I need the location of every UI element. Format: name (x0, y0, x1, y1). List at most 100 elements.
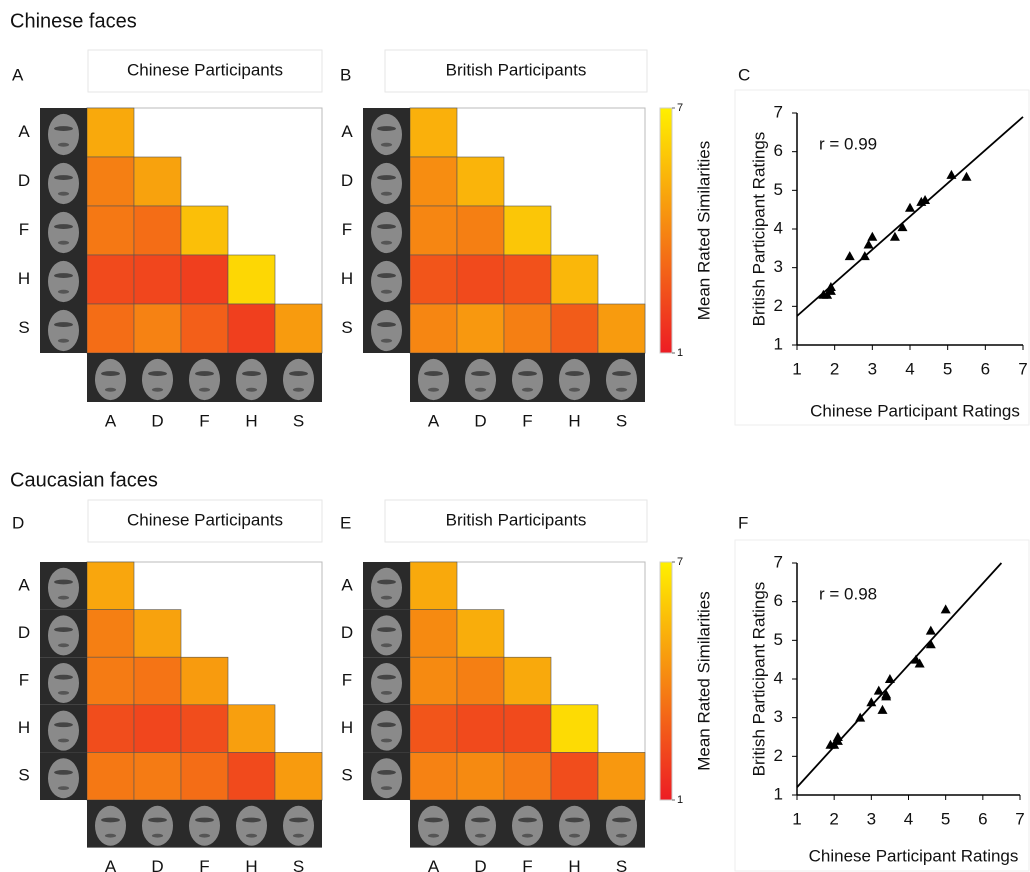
face-photo (142, 359, 173, 400)
panel-letter: D (12, 513, 24, 532)
face-photo (48, 212, 79, 253)
y-tick-label: 2 (774, 746, 783, 765)
y-tick-label: 4 (774, 668, 783, 687)
face-photo (189, 359, 220, 400)
panel-letter: E (340, 513, 351, 532)
face-photo (465, 806, 496, 846)
row-label: D (341, 623, 353, 642)
face-feature (616, 834, 627, 838)
data-point (946, 170, 956, 179)
row-label: F (342, 670, 352, 689)
face-feature (58, 143, 69, 147)
face-photo (371, 114, 402, 155)
colorbar-tick-label: 7 (677, 102, 683, 114)
face-feature (54, 175, 73, 180)
data-point (874, 686, 884, 695)
row-label: A (18, 122, 30, 141)
panel-title: Chinese Participants (127, 510, 283, 529)
annotation: r = 0.99 (819, 134, 877, 153)
section-title: Chinese faces (10, 10, 137, 32)
y-axis-label: British Participant Ratings (749, 132, 768, 327)
face-photo (371, 163, 402, 204)
face-feature (381, 786, 392, 790)
face-feature (195, 818, 214, 823)
x-tick-label: 1 (792, 809, 801, 828)
face-photo (371, 663, 402, 703)
heatmap-cell (504, 705, 551, 753)
face-feature (58, 596, 69, 600)
face-feature (246, 834, 257, 838)
heatmap-cell (410, 206, 457, 255)
column-label: D (474, 411, 486, 430)
colorbar (660, 562, 672, 800)
face-feature (152, 388, 163, 392)
column-label: S (293, 857, 304, 872)
x-tick-label: 5 (941, 809, 950, 828)
heatmap-cell (181, 705, 228, 753)
heatmap-cell (410, 705, 457, 753)
heatmap-cell (504, 752, 551, 800)
colorbar-label: Mean Rated Similarities (694, 591, 713, 771)
face-feature (475, 834, 486, 838)
x-tick-label: 4 (904, 809, 913, 828)
row-label: S (341, 766, 352, 785)
face-feature (246, 388, 257, 392)
row-label: A (18, 575, 30, 594)
face-feature (381, 691, 392, 695)
face-feature (377, 322, 396, 327)
y-tick-label: 7 (774, 102, 783, 121)
face-feature (101, 818, 120, 823)
heatmap-cell (275, 304, 322, 353)
face-feature (105, 388, 116, 392)
heatmap-cell (228, 705, 275, 753)
column-label: F (199, 857, 209, 872)
panel-title: British Participants (446, 510, 587, 529)
heatmap-cell (410, 157, 457, 206)
face-feature (377, 175, 396, 180)
column-label: D (151, 857, 163, 872)
column-label: D (474, 857, 486, 872)
face-feature (612, 818, 631, 823)
heatmap-cell (181, 255, 228, 304)
heatmap-cell (181, 657, 228, 705)
face-feature (54, 722, 73, 727)
face-photo (559, 359, 590, 400)
heatmap-cell (134, 657, 181, 705)
face-feature (148, 818, 167, 823)
face-feature (54, 273, 73, 278)
heatmap-cell (228, 255, 275, 304)
heatmap-cell (457, 657, 504, 705)
face-feature (54, 580, 73, 585)
face-feature (381, 241, 392, 245)
face-feature (289, 371, 308, 376)
y-tick-label: 5 (774, 180, 783, 199)
row-label: S (18, 318, 29, 337)
face-photo (371, 261, 402, 302)
heatmap-cell (87, 705, 134, 753)
column-label: A (428, 411, 440, 430)
x-tick-label: 5 (943, 359, 952, 378)
face-photo (559, 806, 590, 846)
face-feature (518, 818, 537, 823)
heatmap-cell (87, 752, 134, 800)
face-feature (101, 371, 120, 376)
face-feature (377, 224, 396, 229)
face-photo (142, 806, 173, 846)
face-feature (199, 388, 210, 392)
face-feature (381, 739, 392, 743)
face-feature (565, 818, 584, 823)
face-feature (377, 273, 396, 278)
figure: Chinese faces Caucasian faces AChinese P… (0, 0, 1030, 872)
x-axis-label: Chinese Participant Ratings (809, 846, 1019, 865)
data-point (885, 674, 895, 683)
heatmap-cell (181, 206, 228, 255)
x-axis-label: Chinese Participant Ratings (810, 401, 1020, 420)
face-photo (48, 261, 79, 302)
face-feature (518, 371, 537, 376)
face-photo (418, 359, 449, 400)
heatmap-cell (457, 255, 504, 304)
column-label: F (199, 411, 209, 430)
panel-title: British Participants (446, 60, 587, 79)
face-feature (428, 834, 439, 838)
face-feature (428, 388, 439, 392)
